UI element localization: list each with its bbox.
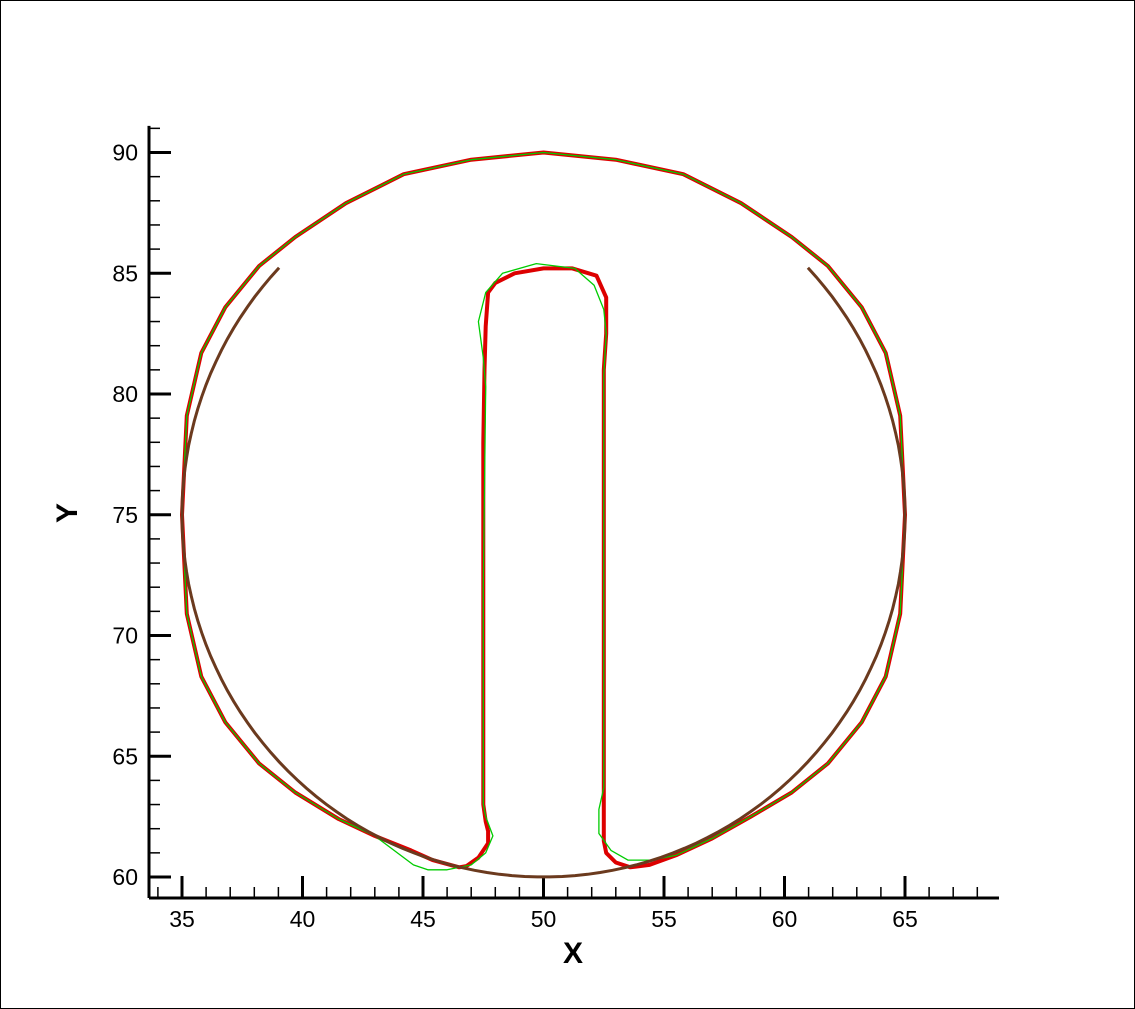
x-tick-label: 65 (892, 906, 918, 932)
x-tick-label: 35 (169, 906, 195, 932)
tick-marks (149, 127, 979, 898)
y-tick-label: 90 (112, 140, 138, 166)
tick-labels: 35 40 45 50 55 60 65 60 65 70 75 80 85 90 (112, 140, 917, 933)
series-overlap-arc (180, 266, 907, 879)
x-tick-label: 60 (772, 906, 798, 932)
x-tick-label: 40 (290, 906, 316, 932)
x-tick-label: 55 (651, 906, 677, 932)
x-tick-label: 50 (531, 906, 557, 932)
y-tick-label: 60 (112, 864, 138, 890)
x-tick-label: 45 (410, 906, 436, 932)
y-tick-label: 65 (112, 743, 138, 769)
y-tick-label: 75 (112, 502, 138, 528)
series-thin-green (181, 151, 906, 871)
y-tick-label: 85 (112, 260, 138, 286)
series-layer (180, 150, 907, 879)
y-tick-label: 80 (112, 381, 138, 407)
series-thick-red (180, 150, 907, 870)
x-axis-title: X (563, 937, 583, 970)
y-tick-label: 70 (112, 623, 138, 649)
y-axis-title: Y (51, 503, 84, 523)
axes-layer (147, 125, 999, 900)
